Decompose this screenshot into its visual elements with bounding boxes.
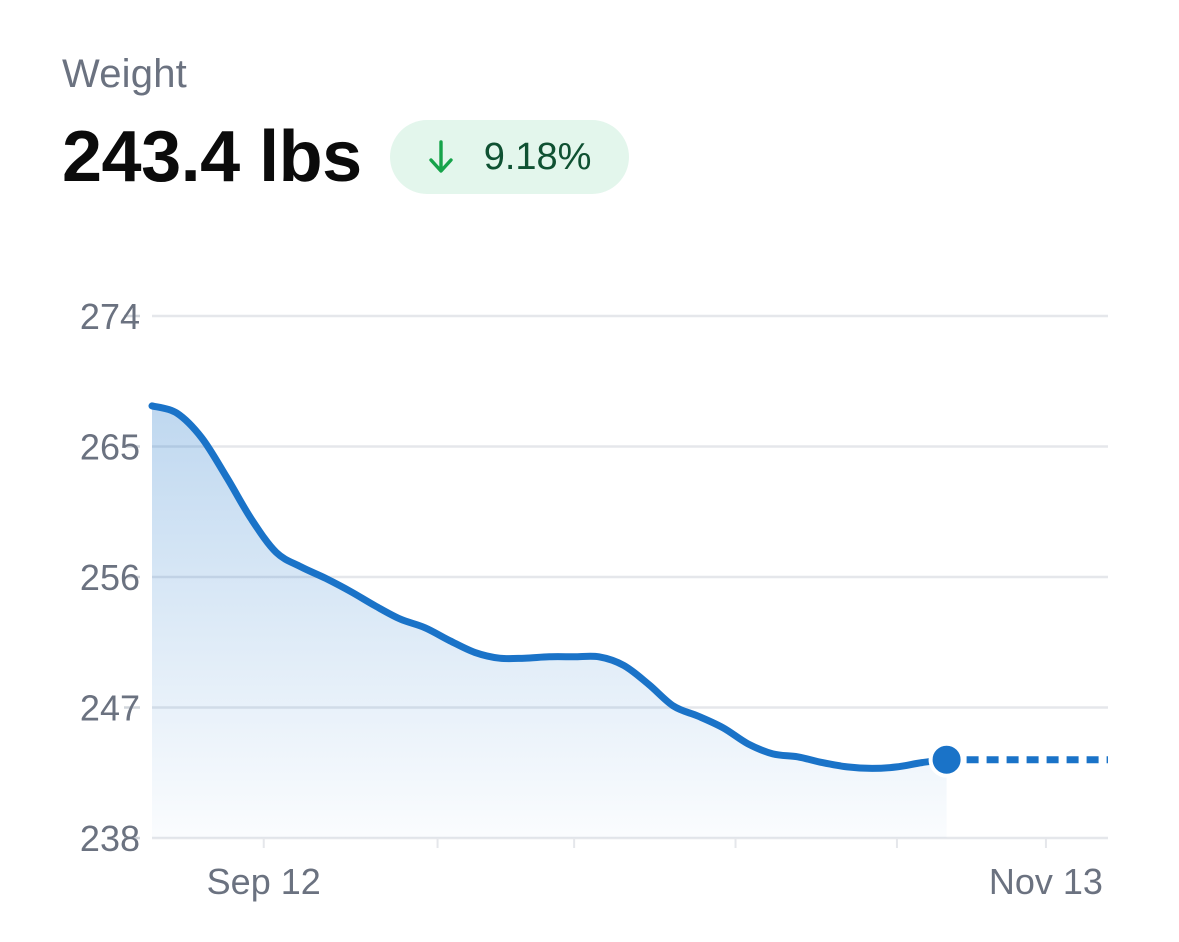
x-tick-label: Sep 12 [207, 861, 321, 902]
current-weight-value: 243.4 lbs [62, 117, 362, 197]
y-tick-label: 265 [80, 427, 140, 468]
y-tick-label: 247 [80, 688, 140, 729]
y-tick-label: 256 [80, 557, 140, 598]
change-percent: 9.18% [483, 135, 592, 178]
metric-title: Weight [62, 52, 187, 96]
current-point-marker[interactable] [928, 741, 965, 778]
x-tick-label: Nov 13 [989, 861, 1103, 902]
y-tick-label: 238 [80, 818, 140, 859]
y-axis: 274 265 256 247 238 [80, 296, 140, 859]
y-tick-label: 274 [80, 296, 140, 337]
x-axis: Sep 12 Nov 13 [207, 838, 1103, 902]
series-layer [148, 402, 1108, 838]
series-area-fill [152, 405, 947, 838]
arrow-down-icon [429, 140, 453, 173]
headline-row: 243.4 lbs 9.18% [62, 117, 630, 197]
change-badge: 9.18% [389, 120, 630, 194]
series-line [148, 402, 951, 772]
